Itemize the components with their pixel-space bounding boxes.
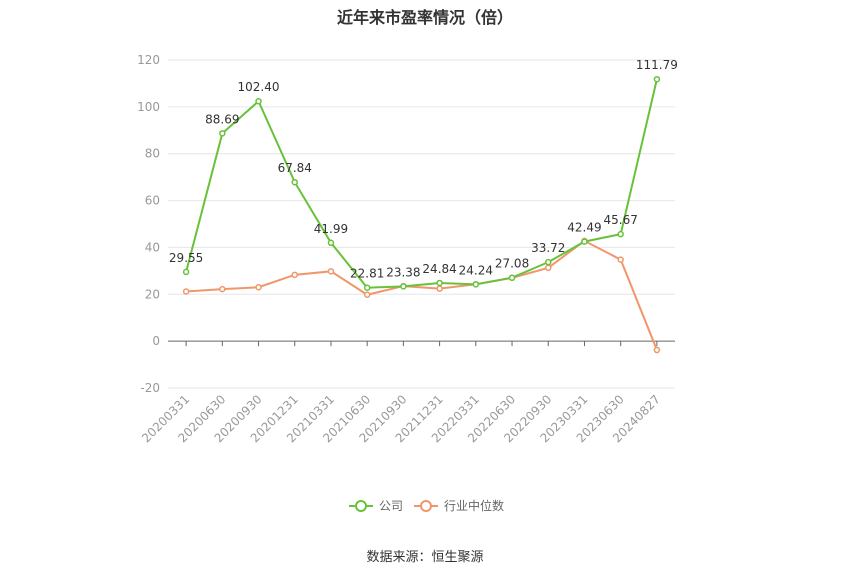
company-data-label: 45.67 xyxy=(603,213,637,227)
company-data-label: 22.81 xyxy=(350,267,384,281)
company-point xyxy=(291,178,298,186)
data-labels: 29.55 88.69 102.40 67.84 41.99 22.81 23.38 24.8… xyxy=(169,58,678,280)
company-data-label: 88.69 xyxy=(205,112,239,126)
y-tick-label: 0 xyxy=(152,334,160,348)
industry-median-point xyxy=(327,268,335,275)
y-tick-label: 120 xyxy=(137,53,160,67)
company-data-label: 27.08 xyxy=(495,257,529,271)
company-data-label: 24.84 xyxy=(422,262,456,276)
company-point xyxy=(653,75,661,83)
company-point xyxy=(472,281,480,288)
industry-median-point xyxy=(255,284,262,291)
company-point xyxy=(327,239,335,247)
company-point xyxy=(363,284,371,291)
industry-median-line xyxy=(186,239,658,351)
y-tick-label: 100 xyxy=(137,100,160,114)
y-tick-label: 80 xyxy=(145,147,160,161)
industry-median-point xyxy=(545,264,552,272)
company-point xyxy=(182,268,190,276)
industry-median-point xyxy=(436,285,443,292)
company-point xyxy=(508,274,516,281)
chart-title: 近年来市盈率情况（倍） xyxy=(336,8,513,27)
legend-industry-marker-icon xyxy=(420,500,432,512)
legend-company-label: 公司 xyxy=(379,499,403,513)
y-tick-label: 40 xyxy=(145,240,160,254)
company-data-label: 41.99 xyxy=(314,222,348,236)
y-tick-label: 60 xyxy=(145,194,160,208)
company-point xyxy=(219,130,226,137)
legend-industry-label: 行业中位数 xyxy=(444,498,504,513)
company-data-label: 111.79 xyxy=(636,58,678,72)
industry-median-point xyxy=(291,271,298,279)
company-data-label: 67.84 xyxy=(278,161,312,175)
company-point xyxy=(617,230,624,238)
y-tick-label: -20 xyxy=(140,381,160,395)
company-point xyxy=(545,258,552,266)
company-point xyxy=(581,238,588,245)
series-lines xyxy=(182,75,661,354)
company-data-label: 23.38 xyxy=(386,265,420,279)
industry-median-point xyxy=(182,288,190,295)
company-data-label: 42.49 xyxy=(567,221,601,235)
grid-lines xyxy=(168,59,675,389)
legend-company-marker-icon xyxy=(355,500,367,512)
company-point xyxy=(255,97,262,105)
company-data-label: 102.40 xyxy=(238,80,280,94)
industry-median-point xyxy=(363,291,371,299)
industry-median-point xyxy=(617,256,624,263)
y-tick-label: 20 xyxy=(145,287,160,301)
company-data-label: 33.72 xyxy=(531,241,565,255)
company-data-label: 24.24 xyxy=(459,263,493,277)
industry-median-point xyxy=(219,285,226,293)
company-line xyxy=(185,79,658,289)
legend[interactable]: 公司 行业中位数 xyxy=(349,498,504,513)
industry-median-point xyxy=(653,346,661,354)
company-point xyxy=(400,283,407,290)
company-point xyxy=(436,279,443,287)
company-data-label: 29.55 xyxy=(169,251,203,265)
data-source-note: 数据来源：恒生聚源 xyxy=(366,550,484,565)
